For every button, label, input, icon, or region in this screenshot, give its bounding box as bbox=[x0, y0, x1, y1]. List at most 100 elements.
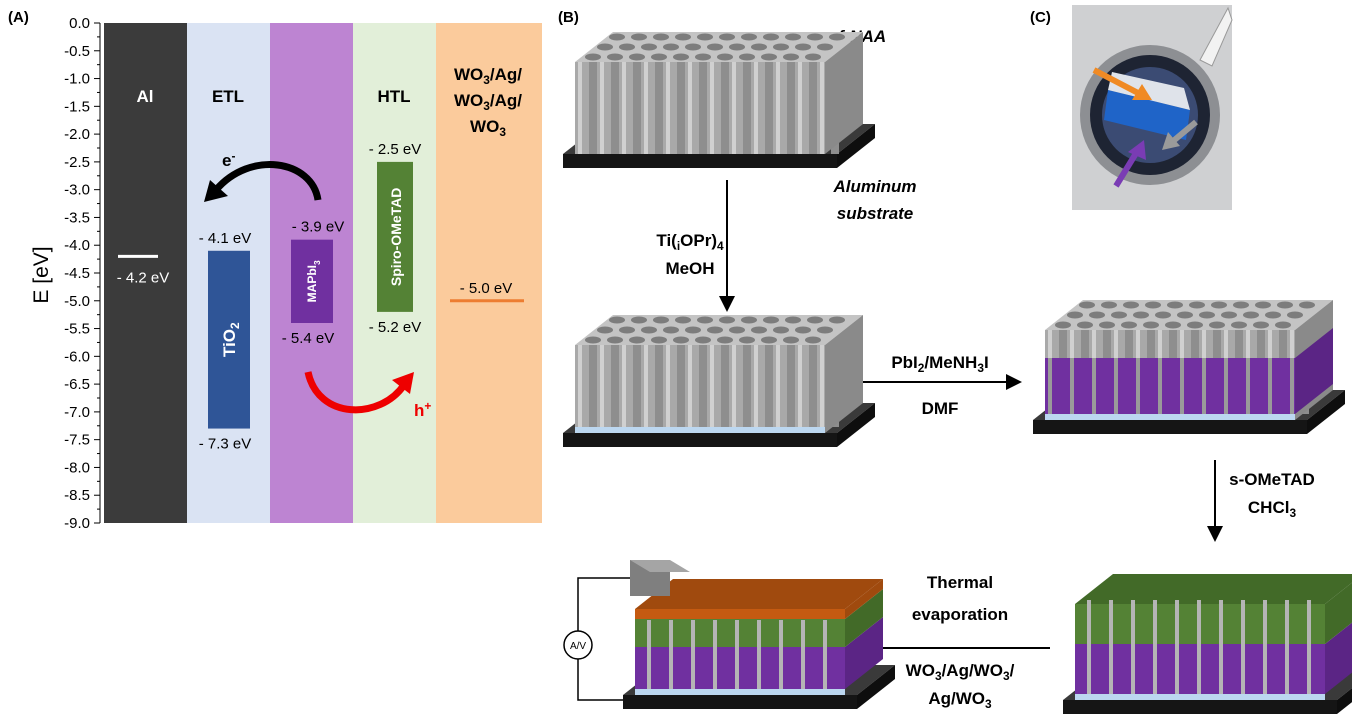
text-run: WO bbox=[470, 117, 499, 136]
substrate-front bbox=[623, 695, 857, 709]
pore-wall bbox=[735, 620, 739, 689]
pore bbox=[1255, 302, 1271, 309]
text-run: TiO bbox=[220, 329, 239, 357]
text-run: /Ag/ bbox=[490, 65, 522, 84]
base-layer bbox=[635, 689, 845, 695]
pore bbox=[807, 34, 823, 41]
step-label: Thermal bbox=[927, 573, 993, 592]
pore-wall bbox=[691, 620, 695, 689]
pillar-light bbox=[732, 345, 736, 427]
pore bbox=[717, 337, 733, 344]
pore-wall bbox=[1175, 600, 1179, 694]
substrate-front bbox=[563, 154, 837, 168]
pillar-shade bbox=[655, 345, 663, 427]
pore bbox=[739, 337, 755, 344]
pillar-shade bbox=[677, 62, 685, 154]
pillar-light bbox=[820, 345, 824, 427]
pore bbox=[763, 34, 779, 41]
pillar-shade bbox=[787, 345, 795, 427]
pillar-light bbox=[776, 62, 780, 154]
pore-wall bbox=[823, 620, 827, 689]
pore-wall bbox=[1307, 600, 1311, 694]
y-tick-label: -7.0 bbox=[64, 404, 90, 421]
pillar-light bbox=[688, 345, 692, 427]
pore-wall bbox=[647, 620, 651, 689]
pillar-shade bbox=[787, 62, 795, 154]
pillar-light bbox=[754, 345, 758, 427]
pillar-shade bbox=[655, 62, 663, 154]
y-tick-label: -1.0 bbox=[64, 71, 90, 88]
level-label: - 4.1 eV bbox=[199, 230, 252, 247]
text-run: WO bbox=[454, 65, 483, 84]
pore bbox=[653, 317, 669, 324]
pillar-light bbox=[798, 345, 802, 427]
panel-label: (C) bbox=[1030, 9, 1051, 26]
pore bbox=[1275, 322, 1291, 329]
step-label: s-OMeTAD bbox=[1229, 470, 1315, 489]
pore bbox=[829, 317, 845, 324]
pore bbox=[685, 44, 701, 51]
pore bbox=[1253, 322, 1269, 329]
pore bbox=[597, 327, 613, 334]
pore bbox=[673, 337, 689, 344]
pore bbox=[597, 44, 613, 51]
layer-front bbox=[635, 609, 845, 619]
text-run: h bbox=[414, 401, 424, 420]
pore bbox=[609, 317, 625, 324]
step-label: evaporation bbox=[912, 605, 1008, 624]
pore bbox=[1211, 302, 1227, 309]
text-run: /Ag/WO bbox=[942, 661, 1003, 680]
y-tick-label: 0.0 bbox=[69, 15, 90, 32]
pore bbox=[1121, 322, 1137, 329]
text-run: WO bbox=[454, 91, 483, 110]
text-run: s-OMeTAD bbox=[1229, 470, 1315, 489]
y-tick-label: -4.5 bbox=[64, 265, 90, 282]
pore bbox=[1133, 312, 1149, 319]
layer-front bbox=[635, 619, 845, 647]
pore-wall bbox=[713, 620, 717, 689]
pillar-shade bbox=[809, 345, 817, 427]
pillar-light bbox=[666, 345, 670, 427]
pore bbox=[1187, 322, 1203, 329]
pore bbox=[641, 327, 657, 334]
pore bbox=[1189, 302, 1205, 309]
pore bbox=[697, 34, 713, 41]
step-label: Ag/WO3 bbox=[928, 689, 992, 711]
pore bbox=[619, 44, 635, 51]
pore-wall bbox=[1263, 600, 1267, 694]
y-tick-label: -1.5 bbox=[64, 98, 90, 115]
axis-label: E [eV] bbox=[30, 246, 53, 303]
y-tick-label: -9.0 bbox=[64, 515, 90, 532]
pore bbox=[663, 327, 679, 334]
pillar-shade bbox=[611, 345, 619, 427]
pore bbox=[729, 327, 745, 334]
pore bbox=[697, 317, 713, 324]
pillar-light bbox=[622, 345, 626, 427]
pore bbox=[739, 54, 755, 61]
pillar-light bbox=[622, 62, 626, 154]
text-run: OPr) bbox=[680, 231, 717, 250]
pore bbox=[663, 44, 679, 51]
pillar-shade bbox=[721, 345, 729, 427]
pore-wall bbox=[757, 620, 761, 689]
pore bbox=[783, 337, 799, 344]
pillar-shade bbox=[721, 62, 729, 154]
pillar-shade bbox=[699, 345, 707, 427]
substrate-front bbox=[1033, 420, 1307, 434]
pore bbox=[607, 337, 623, 344]
pore-wall bbox=[1153, 600, 1157, 694]
pore bbox=[1243, 312, 1259, 319]
pore bbox=[585, 337, 601, 344]
pore bbox=[763, 317, 779, 324]
text-run: /MeNH bbox=[924, 353, 977, 372]
pore bbox=[1199, 312, 1215, 319]
layer-top bbox=[635, 579, 883, 609]
y-tick-label: -8.5 bbox=[64, 487, 90, 504]
pillar-light bbox=[710, 62, 714, 154]
pore-wall bbox=[1197, 600, 1201, 694]
level-label: - 5.0 eV bbox=[460, 280, 513, 297]
y-tick-label: -7.5 bbox=[64, 432, 90, 449]
perovskite-front bbox=[1045, 358, 1295, 414]
pillar-light bbox=[776, 345, 780, 427]
text-run: Ti( bbox=[656, 231, 677, 250]
